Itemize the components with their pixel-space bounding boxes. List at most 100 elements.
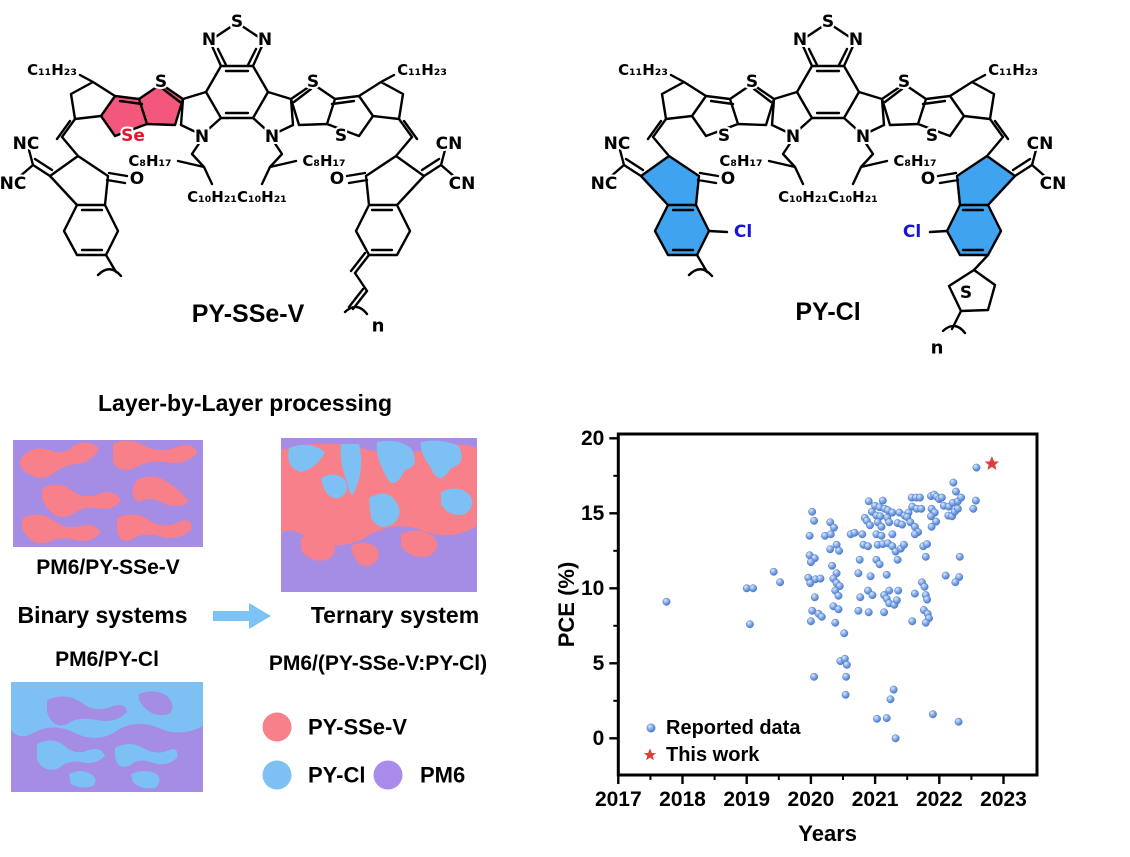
atom-label: S [926,126,938,146]
ternary-blend-label: PM6/(PY-SSe-V:PY-Cl) [268,652,488,675]
binary-label-2: PM6/PY-Cl [55,648,159,671]
data-point [927,522,936,531]
atom-label: CN [1040,174,1067,194]
atom-label: S [718,126,730,146]
atom-label: N [202,30,216,50]
atom-label: S [898,72,910,92]
data-point [921,618,930,627]
atom-label: C₈H₁₇ [719,152,762,170]
data-point [882,570,891,579]
atom-label: S [155,72,167,92]
data-point [886,695,895,704]
data-point [769,567,778,576]
chart-legend-label: Reported data [666,717,801,739]
data-point [835,546,844,555]
x-tick-label: 2018 [659,788,706,811]
data-point [842,660,851,669]
data-point [808,507,817,516]
atom-label: S [335,126,347,146]
vinylene-linker [343,251,371,316]
chart-legend-label: This work [666,744,760,766]
data-point [826,530,835,539]
data-point [749,584,758,593]
atom-label: Cl [903,222,921,242]
data-point [885,518,894,527]
data-point [662,597,671,606]
binary-systems-label: Binary systems [17,602,188,628]
molecule-name-left: PY-SSe-V [192,300,305,328]
data-point [810,672,819,681]
data-point [880,608,889,617]
data-point [826,545,835,554]
molecule-skeleton [16,24,458,278]
legend-swatch [262,712,292,742]
data-point [957,493,966,502]
data-point [953,504,962,513]
data-point [873,714,881,723]
data-point [828,561,837,570]
data-point [856,593,865,602]
data-point [917,504,926,513]
data-point [920,582,929,591]
data-point [955,552,964,561]
data-point [937,493,946,502]
legend-label: PY-Cl [308,763,365,788]
data-point [806,558,815,567]
y-tick-label: 0 [593,727,605,750]
atom-label: O [130,169,144,189]
data-point [971,496,980,505]
atom-label: O [721,169,735,189]
data-point [854,606,863,615]
atom-label: NC [13,134,40,154]
data-point [810,516,819,525]
data-point [923,540,932,549]
legend-swatch [373,760,403,790]
binary-label-1: PM6/PY-SSe-V [36,556,180,579]
data-point [808,606,817,615]
data-point [889,685,898,694]
atom-label: N [849,30,863,50]
chloro-bonds-and-thiophene-tail [707,229,997,335]
morphology-binary-py-cl [11,682,203,792]
data-point [892,596,901,605]
chart-legend-marker [643,748,657,761]
data-point [908,617,917,626]
atom-label: O [921,169,935,189]
data-point [842,672,851,681]
x-tick-label: 2017 [595,788,642,811]
morphology-ternary [281,438,477,592]
data-point [864,497,873,506]
data-point [916,493,924,502]
y-tick-label: 5 [593,652,605,675]
data-point [891,734,900,743]
y-tick-label: 10 [581,577,604,600]
data-point [864,542,872,551]
data-point [866,572,875,581]
data-point [875,560,884,569]
data-point [841,690,850,699]
atom-label: C₁₁H₂₃ [27,61,77,79]
data-point [898,520,907,529]
data-point [969,504,978,513]
atom-label: N [258,30,272,50]
data-point [805,531,814,540]
data-point [878,496,887,505]
atom-label: C₈H₁₇ [128,152,171,170]
ternary-system-label: Ternary system [310,602,480,628]
data-point [854,569,863,578]
legend-label: PM6 [420,763,465,788]
data-point [826,518,835,527]
y-tick-label: 20 [581,427,604,450]
data-point [850,528,859,537]
x-tick-label: 2022 [916,788,963,811]
atom-label: C₁₁H₂₃ [397,61,447,79]
data-point [810,593,819,602]
data-point [866,521,874,530]
y-axis-title: PCE (%) [554,562,579,648]
processing-section: Layer-by-Layer processing PM6/PY-SSe-V B… [0,380,560,857]
atom-label: C₁₁H₂₃ [988,61,1038,79]
legend-label: PY-SSe-V [308,715,407,740]
